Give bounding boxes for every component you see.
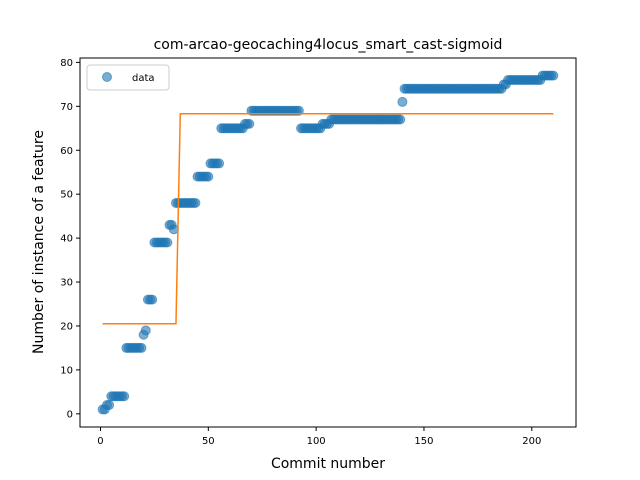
legend: data bbox=[86, 64, 170, 91]
data-point-139 bbox=[397, 96, 408, 107]
x-tick-label-100: 100 bbox=[307, 436, 326, 447]
data-point-30 bbox=[162, 237, 173, 248]
y-tick-label-80: 80 bbox=[60, 58, 73, 69]
y-axis: 0 10 20 30 40 50 60 70 80 bbox=[60, 58, 80, 420]
x-tick-label-0: 0 bbox=[97, 436, 103, 447]
data-point-91 bbox=[293, 105, 304, 116]
plot-area bbox=[97, 70, 559, 415]
legend-label-data: data bbox=[132, 73, 155, 84]
y-tick-label-10: 10 bbox=[60, 365, 73, 376]
data-point-23 bbox=[147, 294, 158, 305]
x-tick-label-200: 200 bbox=[522, 436, 541, 447]
legend-box bbox=[86, 64, 170, 91]
y-tick-label-60: 60 bbox=[60, 146, 73, 157]
y-axis-label: Number of instance of a feature bbox=[31, 130, 47, 354]
y-tick-label-30: 30 bbox=[60, 278, 73, 289]
y-tick-label-70: 70 bbox=[60, 102, 73, 113]
data-point-10 bbox=[119, 391, 130, 402]
x-tick-label-150: 150 bbox=[414, 436, 433, 447]
data-point-68 bbox=[244, 118, 255, 129]
axes-frame bbox=[79, 57, 577, 428]
x-axis: 0 50 100 150 200 bbox=[97, 427, 541, 447]
y-tick-label-0: 0 bbox=[67, 409, 73, 420]
data-point-20 bbox=[140, 325, 151, 336]
chart-title: com-arcao-geocaching4locus_smart_cast-si… bbox=[154, 37, 503, 53]
data-point-138 bbox=[395, 114, 406, 125]
data-point-209 bbox=[548, 70, 559, 81]
legend-marker-data bbox=[102, 72, 112, 82]
y-tick-label-40: 40 bbox=[60, 234, 73, 245]
data-point-54 bbox=[214, 158, 225, 169]
data-point-3 bbox=[104, 400, 115, 411]
data-point-43 bbox=[190, 197, 201, 208]
data-point-33 bbox=[168, 224, 179, 235]
data-point-49 bbox=[203, 171, 214, 182]
x-axis-label: Commit number bbox=[271, 456, 385, 472]
y-tick-label-20: 20 bbox=[60, 321, 73, 332]
y-tick-label-50: 50 bbox=[60, 190, 73, 201]
x-tick-label-50: 50 bbox=[202, 436, 215, 447]
data-point-18 bbox=[136, 342, 147, 353]
fit-line bbox=[102, 113, 554, 325]
